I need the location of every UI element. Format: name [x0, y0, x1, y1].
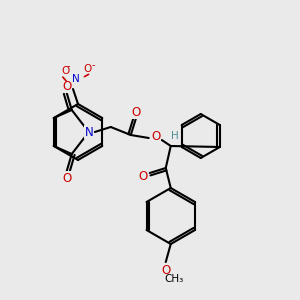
Text: +: +	[83, 66, 90, 75]
Text: O: O	[62, 172, 71, 184]
Text: O: O	[138, 169, 147, 182]
Text: O: O	[83, 64, 91, 74]
Text: -: -	[67, 61, 70, 71]
Text: O: O	[161, 265, 170, 278]
Text: O: O	[61, 66, 69, 76]
Text: O: O	[131, 106, 140, 118]
Text: CH₃: CH₃	[164, 274, 183, 284]
Text: -: -	[92, 60, 95, 70]
Text: N: N	[84, 125, 93, 139]
Text: H: H	[171, 131, 178, 141]
Text: N: N	[72, 74, 80, 84]
Text: O: O	[62, 80, 71, 92]
Text: O: O	[151, 130, 160, 142]
